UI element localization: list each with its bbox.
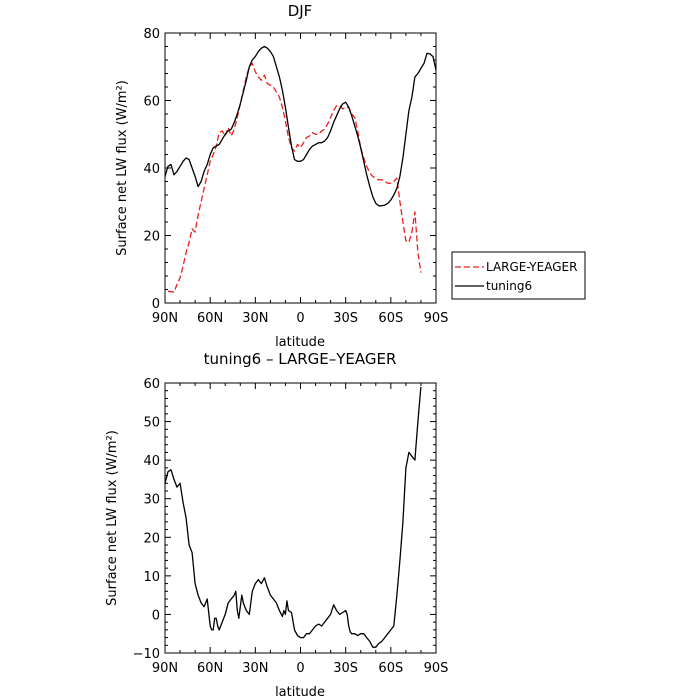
legend-box xyxy=(451,251,586,300)
legend-label-tuning6: tuning6 xyxy=(486,279,532,293)
series-line-tuning6 xyxy=(164,45,437,207)
legend-label-large-yeager: LARGE-YEAGER xyxy=(486,260,577,274)
y-tick-label: 50 xyxy=(143,416,160,431)
y-tick-label: 20 xyxy=(143,531,160,546)
y-tick-label: 80 xyxy=(143,27,160,42)
djf-flux-panel: DJF Surface net LW flux (W/m²) latitude … xyxy=(115,2,448,350)
series-line-difference xyxy=(164,386,422,648)
x-tick-label: 30N xyxy=(242,311,268,326)
y-tick-label: 40 xyxy=(143,162,160,177)
x-axis-label: latitude xyxy=(275,335,325,350)
y-tick-label: 60 xyxy=(143,95,160,110)
y-tick-label: 10 xyxy=(143,570,160,585)
x-tick-label: 90S xyxy=(424,311,449,326)
y-axis-label: Surface net LW flux (W/m²) xyxy=(105,430,120,606)
legend: LARGE-YEAGER tuning6 xyxy=(451,251,586,300)
y-tick-label: 40 xyxy=(143,454,160,469)
y-tick-label: 0 xyxy=(152,608,160,623)
x-tick-label: 60N xyxy=(197,311,223,326)
y-tick-label: 60 xyxy=(143,377,160,392)
x-tick-label: 90S xyxy=(424,661,449,676)
x-tick-label: 60N xyxy=(197,661,223,676)
x-axis-label: latitude xyxy=(275,685,325,700)
difference-panel: tuning6 – LARGE–YEAGER Surface net LW fl… xyxy=(105,350,448,700)
x-tick-label: 60S xyxy=(378,661,403,676)
x-tick-label: 0 xyxy=(296,661,304,676)
x-tick-label: 30S xyxy=(333,661,358,676)
y-axis-label: Surface net LW flux (W/m²) xyxy=(115,80,130,256)
series-line-large-yeager xyxy=(167,62,422,293)
y-tick-label: 30 xyxy=(143,493,160,508)
x-tick-label: 30S xyxy=(333,311,358,326)
y-tick-label: −10 xyxy=(133,647,160,662)
y-tick-label: 0 xyxy=(152,297,160,312)
x-tick-label: 30N xyxy=(242,661,268,676)
panel-title: DJF xyxy=(288,2,313,20)
x-tick-label: 90N xyxy=(152,661,178,676)
y-tick-label: 20 xyxy=(143,230,160,245)
panel-title: tuning6 – LARGE–YEAGER xyxy=(204,350,397,368)
x-tick-label: 60S xyxy=(378,311,403,326)
x-tick-label: 0 xyxy=(296,311,304,326)
x-tick-label: 90N xyxy=(152,311,178,326)
